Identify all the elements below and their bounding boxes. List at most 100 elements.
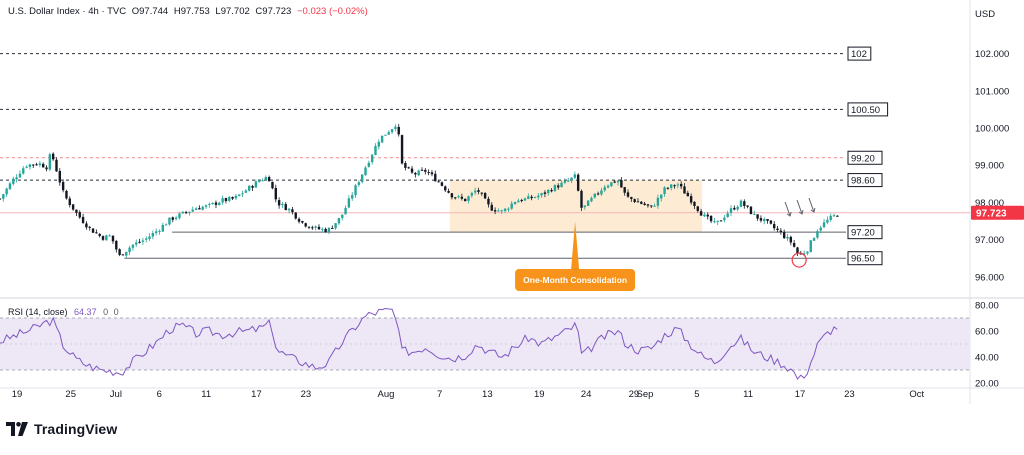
candle-body-66 bbox=[218, 202, 221, 206]
candle-body-70 bbox=[231, 196, 234, 199]
candle-body-134 bbox=[444, 186, 447, 191]
candle-body-119 bbox=[394, 126, 397, 130]
tradingview-logo[interactable]: TradingView bbox=[6, 421, 117, 437]
candle-body-196 bbox=[650, 205, 653, 207]
candle-body-203 bbox=[673, 185, 676, 187]
candle-body-98 bbox=[324, 228, 327, 232]
date-tick-8: 7 bbox=[437, 389, 442, 400]
candle-body-205 bbox=[679, 183, 683, 187]
candle-body-8 bbox=[25, 166, 28, 168]
candle-body-97 bbox=[321, 228, 324, 230]
candle-body-224 bbox=[743, 201, 746, 206]
candle-body-160 bbox=[530, 196, 533, 199]
candle-body-234 bbox=[776, 228, 779, 230]
symbol-title[interactable]: U.S. Dollar Index · 4h · TVC bbox=[8, 6, 127, 17]
candle-body-90 bbox=[297, 218, 301, 222]
date-tick-14: 5 bbox=[694, 389, 699, 400]
candle-body-198 bbox=[656, 197, 660, 206]
candle-body-89 bbox=[294, 212, 297, 219]
rsi-header: RSI (14, close) 64.37 0 0 bbox=[8, 307, 119, 317]
date-tick-15: 11 bbox=[743, 389, 753, 400]
candle-body-16 bbox=[51, 153, 55, 160]
level-label-box-1 bbox=[847, 102, 889, 117]
level-label-box-2 bbox=[847, 150, 883, 165]
date-tick-18: Oct bbox=[909, 389, 924, 400]
tradingview-logo-icon bbox=[6, 422, 28, 436]
candle-body-15 bbox=[48, 154, 52, 170]
candle-body-64 bbox=[211, 202, 214, 204]
candle-body-101 bbox=[334, 223, 337, 229]
candle-body-105 bbox=[347, 198, 351, 208]
candle-body-250 bbox=[829, 215, 832, 220]
candle-body-213 bbox=[706, 214, 709, 217]
candle-body-212 bbox=[703, 214, 706, 217]
candle-body-45 bbox=[148, 236, 151, 240]
candle-body-32 bbox=[105, 235, 108, 241]
rsi-tick-3: 20.00 bbox=[975, 379, 999, 390]
candle-body-41 bbox=[135, 242, 138, 245]
candle-body-206 bbox=[683, 186, 686, 194]
date-tick-0: 19 bbox=[12, 389, 23, 400]
candle-body-57 bbox=[188, 211, 191, 214]
candle-body-121 bbox=[400, 135, 404, 164]
rsi-tick-1: 60.00 bbox=[975, 327, 999, 338]
candle-body-225 bbox=[746, 205, 749, 207]
candle-body-184 bbox=[610, 182, 613, 187]
candle-body-146 bbox=[483, 192, 487, 199]
candle-body-172 bbox=[570, 177, 573, 181]
level-label-2: 99.20 bbox=[847, 150, 883, 165]
candle-body-195 bbox=[646, 204, 650, 206]
candle-body-167 bbox=[553, 185, 557, 192]
candle-body-249 bbox=[826, 219, 829, 223]
date-tick-7: Aug bbox=[378, 389, 395, 400]
candle-body-27 bbox=[88, 226, 91, 228]
candle-body-153 bbox=[507, 208, 510, 210]
candle-body-81 bbox=[267, 177, 271, 182]
date-tick-2: Jul bbox=[110, 389, 122, 400]
date-tick-17: 23 bbox=[844, 389, 855, 400]
candle-body-10 bbox=[32, 164, 35, 166]
candle-body-154 bbox=[510, 203, 513, 209]
candle-body-13 bbox=[41, 163, 45, 168]
candle-body-96 bbox=[317, 226, 321, 230]
symbol-header: U.S. Dollar Index · 4h · TVC O97.744 H97… bbox=[8, 6, 371, 17]
candle-body-12 bbox=[38, 163, 42, 166]
candle-body-159 bbox=[527, 196, 530, 199]
candle-body-73 bbox=[241, 193, 244, 195]
low-label: L bbox=[215, 6, 221, 17]
candle-body-63 bbox=[208, 203, 211, 205]
level-label-text-3: 98.60 bbox=[851, 176, 875, 187]
candles bbox=[0, 123, 839, 258]
candle-body-35 bbox=[115, 240, 118, 250]
candle-body-168 bbox=[557, 185, 560, 188]
candle-body-235 bbox=[779, 230, 783, 233]
candle-body-40 bbox=[131, 244, 135, 248]
candle-body-175 bbox=[580, 190, 583, 208]
rsi-tick-2: 40.00 bbox=[975, 353, 999, 364]
close-label: C bbox=[255, 6, 263, 17]
candle-body-65 bbox=[214, 202, 218, 205]
candle-body-217 bbox=[719, 220, 723, 222]
candle-body-62 bbox=[204, 205, 208, 207]
candle-body-182 bbox=[603, 187, 606, 191]
candle-body-7 bbox=[22, 168, 25, 174]
candle-body-245 bbox=[812, 238, 816, 241]
candle-body-54 bbox=[178, 213, 181, 219]
rsi-title[interactable]: RSI (14, close) bbox=[8, 307, 68, 317]
candle-body-165 bbox=[547, 189, 550, 194]
candle-body-1 bbox=[2, 194, 5, 199]
candle-body-197 bbox=[653, 205, 656, 207]
candle-body-238 bbox=[789, 236, 793, 243]
high-value: 97.753 bbox=[180, 6, 210, 17]
close-value: 97.723 bbox=[262, 6, 292, 17]
level-label-text-4: 97.20 bbox=[851, 228, 875, 239]
level-label-3: 98.60 bbox=[847, 173, 883, 188]
candle-body-37 bbox=[121, 254, 125, 256]
candle-body-177 bbox=[586, 200, 590, 206]
candle-body-53 bbox=[174, 217, 178, 220]
candle-body-109 bbox=[360, 174, 364, 183]
candle-body-117 bbox=[387, 132, 390, 135]
candle-body-24 bbox=[78, 212, 81, 218]
candle-body-130 bbox=[430, 172, 434, 175]
